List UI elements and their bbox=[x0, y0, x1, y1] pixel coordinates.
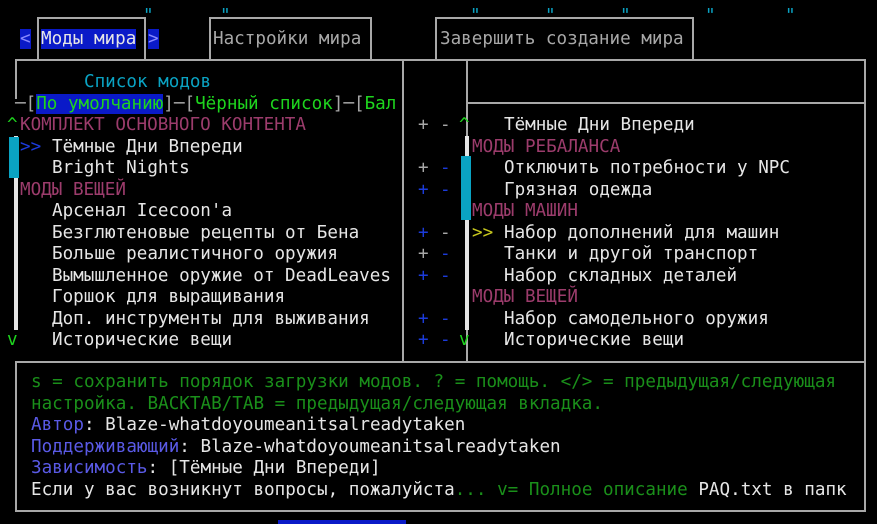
mod-list-item[interactable]: Исторические вещи bbox=[52, 330, 233, 350]
left-cursor: >> bbox=[20, 136, 42, 157]
increase-priority-button[interactable]: + bbox=[418, 222, 429, 243]
help-line-1: s = сохранить порядок загрузки модов. ? … bbox=[31, 372, 837, 392]
mod-list-item[interactable]: Доп. инструменты для выживания bbox=[52, 308, 370, 329]
mod-list-item[interactable]: Горшок для выращивания bbox=[52, 287, 286, 307]
category-header: МОДЫ ВЕЩЕЙ bbox=[472, 287, 578, 307]
increase-priority-button[interactable]: + bbox=[418, 179, 429, 200]
active-mod-item[interactable]: Набор дополнений для машин bbox=[504, 222, 780, 243]
dependency-value: [Тёмные Дни Впереди] bbox=[168, 458, 381, 478]
help-line-2: настройка. BACKTAB/TAB = предыдущая/след… bbox=[31, 393, 603, 414]
filter-tabs: ─[По умолчанию]─[Чёрный список]─[Бал bbox=[15, 94, 397, 114]
dependency-label: Зависимость bbox=[31, 458, 148, 478]
increase-priority-button[interactable]: + bbox=[418, 158, 429, 178]
decrease-priority-button[interactable]: - bbox=[440, 265, 451, 286]
author-value: Blaze-whatdoyoumeanitsalreadytaken bbox=[105, 415, 466, 435]
mod-list-item[interactable]: Больше реалистичного оружия bbox=[52, 244, 338, 264]
tab-next-button[interactable]: > bbox=[148, 29, 159, 49]
tab-world-settings[interactable]: Настройки мира bbox=[213, 29, 362, 49]
left-scrollbar[interactable] bbox=[14, 136, 18, 330]
mod-list-item[interactable]: Вымышленное оружие от DeadLeaves bbox=[52, 265, 391, 286]
category-header: МОДЫ ВЕЩЕЙ bbox=[20, 179, 126, 200]
decrease-priority-button[interactable]: - bbox=[440, 308, 451, 329]
left-scroll-down[interactable]: v bbox=[7, 330, 17, 350]
tab-finish-world[interactable]: Завершить создание мира bbox=[440, 29, 684, 49]
mod-list-item[interactable]: Тёмные Дни Впереди bbox=[52, 136, 243, 157]
increase-priority-button[interactable]: + bbox=[418, 265, 429, 286]
decrease-priority-button[interactable]: - bbox=[440, 179, 451, 200]
right-cursor: >> bbox=[472, 222, 494, 243]
active-mod-item[interactable]: Набор самодельного оружия bbox=[504, 308, 769, 329]
decrease-priority-button[interactable]: - bbox=[440, 115, 451, 135]
bottom-indicator bbox=[278, 520, 406, 524]
active-mod-item[interactable]: Набор складных деталей bbox=[504, 265, 738, 286]
description: Если у вас возникнут вопросы, пожалуйста bbox=[31, 479, 455, 500]
filter-blacklist[interactable]: Чёрный список bbox=[195, 94, 333, 114]
maintainer-value: Blaze-whatdoyoumeanitsalreadytaken bbox=[200, 436, 561, 457]
active-mod-item[interactable]: Исторические вещи bbox=[504, 330, 685, 350]
right-scroll-up[interactable]: ^ bbox=[459, 115, 469, 135]
active-mod-item[interactable]: Грязная одежда bbox=[504, 179, 653, 200]
decrease-priority-button[interactable]: - bbox=[440, 330, 451, 350]
mod-list-item[interactable]: Bright Nights bbox=[52, 158, 190, 178]
author-label: Автор bbox=[31, 415, 84, 435]
left-scrollbar-thumb[interactable] bbox=[9, 137, 19, 178]
right-scrollbar-thumb[interactable] bbox=[461, 156, 471, 220]
filter-balance[interactable]: Бал bbox=[364, 94, 397, 114]
decrease-priority-button[interactable]: - bbox=[440, 158, 451, 178]
tab-prev-button[interactable]: < bbox=[20, 29, 31, 49]
mod-list-item[interactable]: Арсенал Icecoon'a bbox=[52, 201, 233, 221]
full-description-hint[interactable]: v= Полное описание bbox=[486, 479, 699, 500]
category-header: МОДЫ МАШИН bbox=[472, 201, 578, 221]
increase-priority-button[interactable]: + bbox=[418, 115, 429, 135]
increase-priority-button[interactable]: + bbox=[418, 330, 429, 350]
top-marks: " " " " " " " bbox=[143, 6, 796, 26]
increase-priority-button[interactable]: + bbox=[418, 244, 429, 264]
active-mod-item[interactable]: Тёмные Дни Впереди bbox=[504, 115, 695, 135]
increase-priority-button[interactable]: + bbox=[418, 308, 429, 329]
category-header: МОДЫ РЕБАЛАНСА bbox=[472, 136, 621, 157]
right-scrollbar[interactable] bbox=[465, 136, 469, 330]
maintainer-label: Поддерживающий bbox=[31, 436, 180, 457]
category-header: КОМПЛЕКТ ОСНОВНОГО КОНТЕНТА bbox=[20, 115, 306, 135]
filter-default[interactable]: По умолчанию bbox=[36, 94, 164, 114]
active-mod-item[interactable]: Отключить потребности у NPC bbox=[504, 158, 790, 178]
mod-list-item[interactable]: Безглютеновые рецепты от Бена bbox=[52, 222, 360, 243]
right-scroll-down[interactable]: v bbox=[459, 330, 469, 350]
decrease-priority-button[interactable]: - bbox=[440, 244, 451, 264]
mod-list-title: Список модов bbox=[84, 72, 212, 92]
decrease-priority-button[interactable]: - bbox=[440, 222, 451, 243]
active-mod-item[interactable]: Танки и другой транспорт bbox=[504, 244, 759, 264]
tab-world-mods[interactable]: Моды мира bbox=[41, 29, 137, 49]
left-scroll-up[interactable]: ^ bbox=[7, 115, 17, 135]
